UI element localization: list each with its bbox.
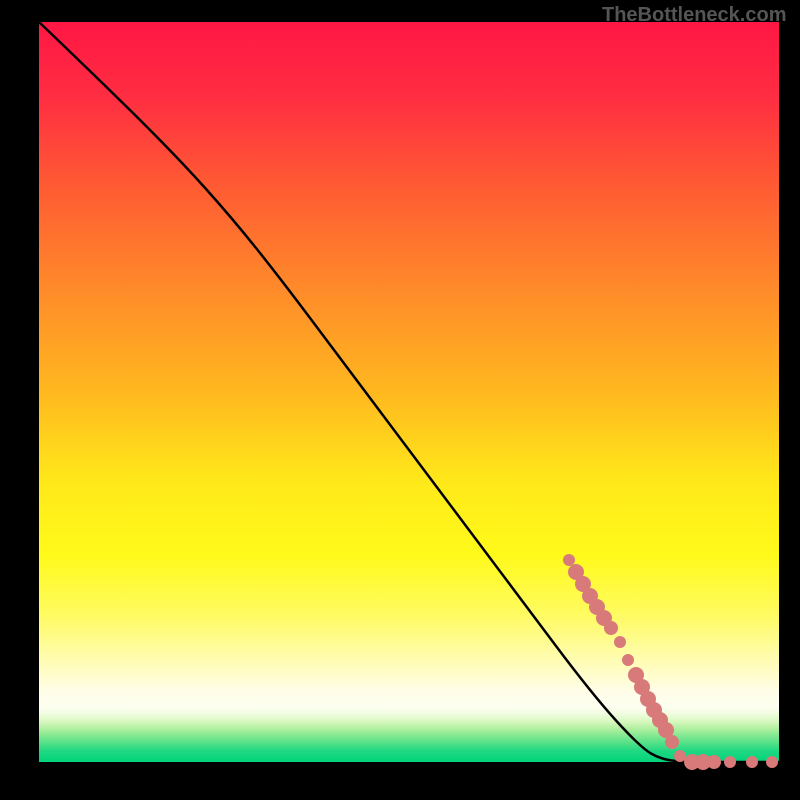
data-marker — [665, 735, 679, 749]
data-marker — [746, 756, 758, 768]
chart-svg — [0, 0, 800, 800]
data-marker — [766, 756, 778, 768]
data-marker — [674, 750, 686, 762]
chart-container: TheBottleneck.com — [0, 0, 800, 800]
watermark-text: TheBottleneck.com — [602, 4, 786, 27]
data-marker — [614, 636, 626, 648]
data-marker — [707, 755, 721, 769]
data-marker — [622, 654, 634, 666]
data-marker — [604, 621, 618, 635]
plot-area — [39, 22, 779, 762]
data-marker — [563, 554, 575, 566]
data-marker — [724, 756, 736, 768]
